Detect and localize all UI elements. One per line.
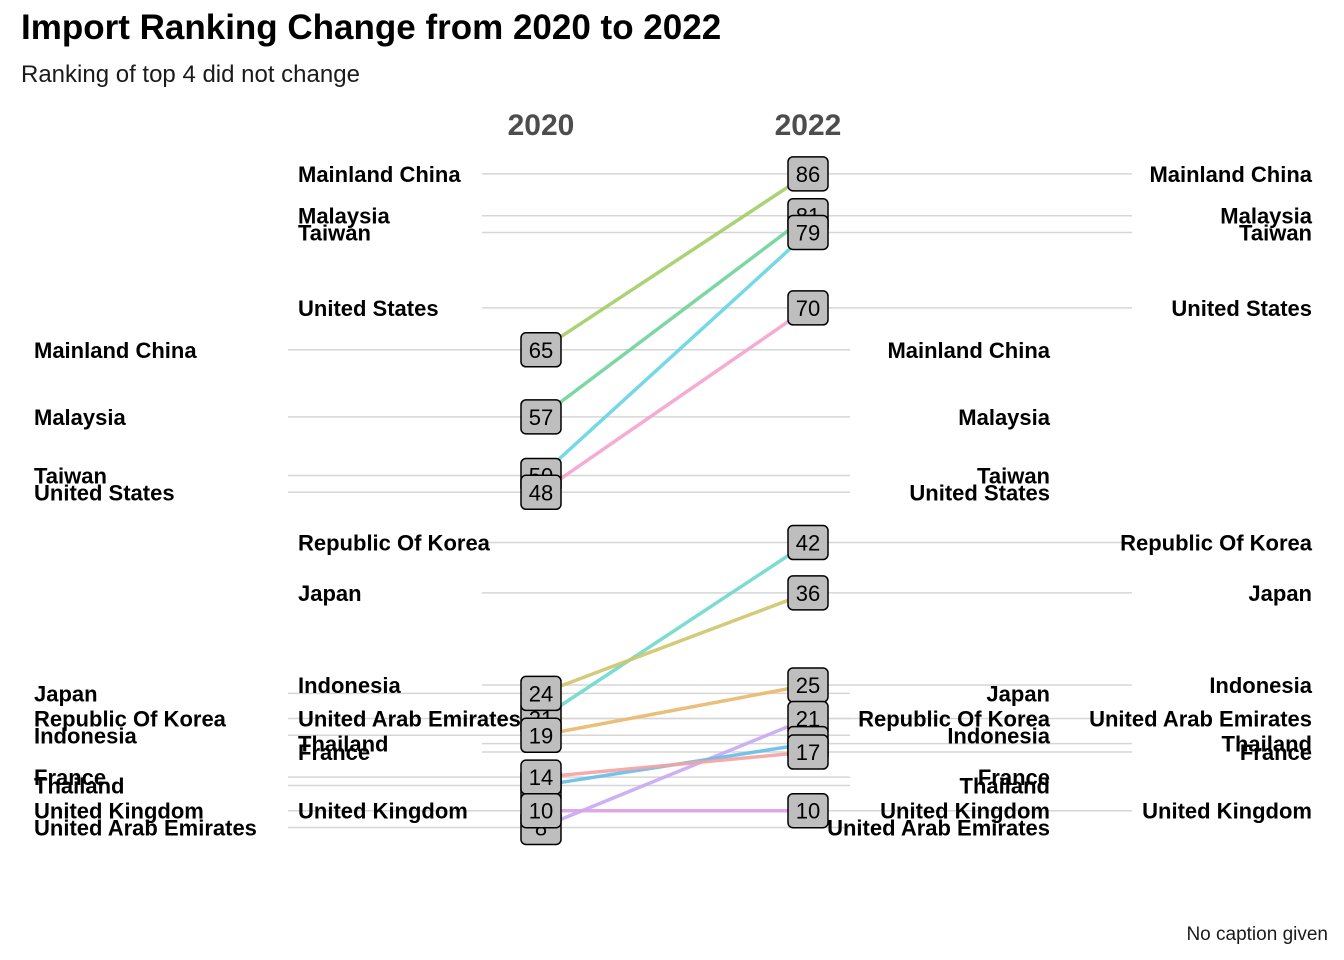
value-box-2022-france bbox=[787, 734, 829, 770]
country-label-2020-right-taiwan: Taiwan bbox=[977, 464, 1050, 489]
value-label-2022-republic-of-korea: 42 bbox=[796, 531, 820, 556]
country-label-2022-left-france: France bbox=[298, 740, 370, 765]
value-box-2020-malaysia bbox=[520, 399, 562, 435]
x-tick-label-2022: 2022 bbox=[775, 109, 842, 142]
value-label-2022-indonesia: 25 bbox=[796, 673, 820, 698]
value-label-2020-indonesia: 19 bbox=[529, 723, 553, 748]
country-label-2020-left-united-states: United States bbox=[34, 480, 175, 505]
country-label-2022-right-republic-of-korea: Republic Of Korea bbox=[1120, 531, 1313, 556]
label-connector-layer bbox=[288, 173, 1132, 829]
country-label-2022-left-republic-of-korea: Republic Of Korea bbox=[298, 531, 491, 556]
slope-line-japan bbox=[539, 591, 810, 696]
country-label-2020-right-united-arab-emirates: United Arab Emirates bbox=[827, 815, 1050, 840]
country-label-2020-left-taiwan: Taiwan bbox=[34, 464, 107, 489]
value-label-2022-mainland-china: 86 bbox=[796, 162, 820, 187]
slope-line-united-states bbox=[539, 306, 810, 495]
value-box-2020-united-kingdom bbox=[520, 792, 562, 829]
value-box-2020-japan bbox=[520, 675, 562, 712]
country-label-2022-right-united-arab-emirates: United Arab Emirates bbox=[1089, 707, 1312, 732]
value-label-2022-france: 17 bbox=[796, 740, 820, 765]
value-box-2022-japan bbox=[787, 575, 829, 611]
country-label-2020-right-indonesia: Indonesia bbox=[947, 723, 1050, 748]
country-label-2020-left-mainland-china: Mainland China bbox=[34, 338, 197, 363]
value-box-2022-republic-of-korea bbox=[787, 524, 829, 561]
country-label-2020-left-republic-of-korea: Republic Of Korea bbox=[34, 707, 227, 732]
country-label-2020-left-japan: Japan bbox=[34, 681, 98, 706]
country-label-2022-right-malaysia: Malaysia bbox=[1220, 204, 1312, 229]
country-label-2020-right-united-states: United States bbox=[909, 480, 1050, 505]
value-label-2022-japan: 36 bbox=[796, 581, 820, 606]
country-label-2020-left-united-kingdom: United Kingdom bbox=[34, 799, 204, 824]
country-label-2020-right-united-kingdom: United Kingdom bbox=[880, 799, 1050, 824]
slope-line-france bbox=[539, 750, 810, 779]
x-axis-layer: 2020 2022 bbox=[508, 109, 842, 142]
value-label-2022-taiwan: 79 bbox=[796, 220, 820, 245]
country-label-2022-left-mainland-china: Mainland China bbox=[298, 162, 461, 187]
country-label-2022-left-japan: Japan bbox=[298, 581, 362, 606]
country-label-2022-right-mainland-china: Mainland China bbox=[1149, 162, 1312, 187]
chart-title: Import Ranking Change from 2020 to 2022 bbox=[21, 8, 722, 47]
country-label-2022-right-united-kingdom: United Kingdom bbox=[1142, 799, 1312, 824]
country-label-2022-left-taiwan: Taiwan bbox=[298, 220, 371, 245]
country-label-2020-left-indonesia: Indonesia bbox=[34, 723, 137, 748]
country-label-2022-left-malaysia: Malaysia bbox=[298, 204, 390, 229]
value-label-2020-france: 14 bbox=[529, 765, 553, 790]
slope-line-republic-of-korea bbox=[539, 540, 810, 721]
value-box-2022-mainland-china bbox=[787, 156, 829, 192]
country-label-2022-left-indonesia: Indonesia bbox=[298, 673, 401, 698]
country-label-2022-right-japan: Japan bbox=[1248, 581, 1312, 606]
country-label-2022-right-taiwan: Taiwan bbox=[1239, 220, 1312, 245]
slope-line-indonesia bbox=[539, 683, 810, 738]
chart-subtitle: Ranking of top 4 did not change bbox=[21, 61, 360, 88]
country-label-2020-left-thailand: Thailand bbox=[34, 774, 124, 799]
x-tick-label-2020: 2020 bbox=[508, 109, 575, 142]
slope-line-malaysia bbox=[539, 213, 810, 419]
value-label-layer: 6586578150794870214224361925821131814171… bbox=[520, 156, 829, 846]
country-label-2022-right-france: France bbox=[1240, 740, 1312, 765]
value-box-2022-united-kingdom bbox=[787, 792, 829, 829]
country-label-2022-right-united-states: United States bbox=[1171, 296, 1312, 321]
country-label-2020-left-malaysia: Malaysia bbox=[34, 405, 126, 430]
value-label-2020-united-states: 48 bbox=[529, 480, 553, 505]
slope-line-mainland-china bbox=[539, 172, 810, 352]
country-label-2022-right-thailand: Thailand bbox=[1222, 732, 1312, 757]
country-label-layer: Mainland China Mainland China Mainland Chi… bbox=[34, 162, 1313, 841]
country-label-2022-left-united-kingdom: United Kingdom bbox=[298, 799, 468, 824]
country-label-2020-right-republic-of-korea: Republic Of Korea bbox=[858, 707, 1051, 732]
country-label-2022-left-thailand: Thailand bbox=[298, 732, 388, 757]
country-label-2020-right-mainland-china: Mainland China bbox=[887, 338, 1050, 363]
value-label-2022-united-kingdom: 10 bbox=[796, 799, 820, 824]
value-label-2020-united-kingdom: 10 bbox=[529, 799, 553, 824]
value-box-2020-united-states bbox=[520, 474, 562, 511]
country-label-2022-left-united-arab-emirates: United Arab Emirates bbox=[298, 707, 521, 732]
value-box-2020-indonesia bbox=[520, 717, 562, 754]
country-label-2020-right-france: France bbox=[978, 765, 1050, 790]
value-label-2022-united-states: 70 bbox=[796, 296, 820, 321]
slope-line-layer bbox=[539, 172, 810, 830]
country-label-2020-right-malaysia: Malaysia bbox=[958, 405, 1050, 430]
country-label-2020-left-france: France bbox=[34, 765, 106, 790]
country-label-2020-right-japan: Japan bbox=[986, 681, 1050, 706]
value-box-2022-united-states bbox=[787, 290, 829, 326]
country-label-2022-left-united-states: United States bbox=[298, 296, 439, 321]
value-box-2022-taiwan bbox=[787, 214, 829, 251]
value-label-2020-japan: 24 bbox=[529, 681, 553, 706]
country-label-2022-right-indonesia: Indonesia bbox=[1209, 673, 1312, 698]
slope-line-taiwan bbox=[539, 230, 810, 478]
value-label-2020-mainland-china: 65 bbox=[529, 338, 553, 363]
chart-caption: No caption given bbox=[1186, 924, 1328, 945]
value-box-2020-mainland-china bbox=[520, 332, 562, 368]
value-label-2020-malaysia: 57 bbox=[529, 405, 553, 430]
country-label-2020-left-united-arab-emirates: United Arab Emirates bbox=[34, 815, 257, 840]
country-label-2020-right-thailand: Thailand bbox=[960, 774, 1050, 799]
